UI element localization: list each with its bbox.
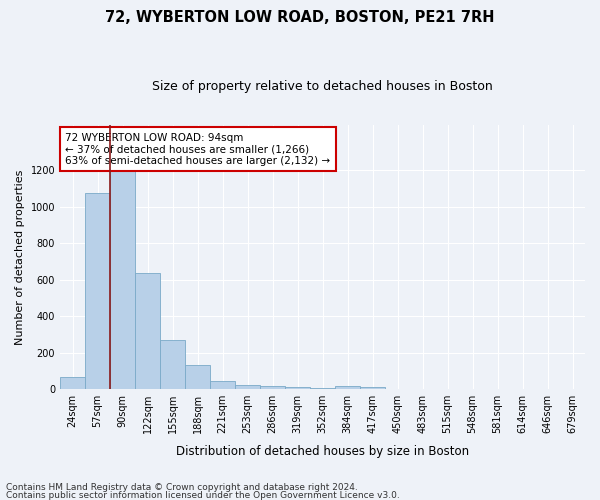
Text: 72 WYBERTON LOW ROAD: 94sqm
← 37% of detached houses are smaller (1,266)
63% of : 72 WYBERTON LOW ROAD: 94sqm ← 37% of det… (65, 132, 331, 166)
Bar (135, 274, 160, 389)
Bar (310, 388, 335, 389)
Bar (235, 384, 260, 389)
Bar (85, 193, 110, 389)
X-axis label: Distribution of detached houses by size in Boston: Distribution of detached houses by size … (176, 444, 469, 458)
Text: Contains public sector information licensed under the Open Government Licence v3: Contains public sector information licen… (6, 490, 400, 500)
Y-axis label: Number of detached properties: Number of detached properties (15, 169, 25, 344)
Bar (335, 386, 360, 389)
Title: Size of property relative to detached houses in Boston: Size of property relative to detached ho… (152, 80, 493, 93)
Text: Contains HM Land Registry data © Crown copyright and database right 2024.: Contains HM Land Registry data © Crown c… (6, 484, 358, 492)
Bar (110, 170, 135, 389)
Bar (185, 364, 210, 389)
Bar (60, 378, 85, 389)
Bar (360, 387, 385, 389)
Bar (210, 381, 235, 389)
Bar (285, 387, 310, 389)
Bar (260, 386, 285, 389)
Text: 72, WYBERTON LOW ROAD, BOSTON, PE21 7RH: 72, WYBERTON LOW ROAD, BOSTON, PE21 7RH (105, 10, 495, 25)
Bar (160, 340, 185, 389)
